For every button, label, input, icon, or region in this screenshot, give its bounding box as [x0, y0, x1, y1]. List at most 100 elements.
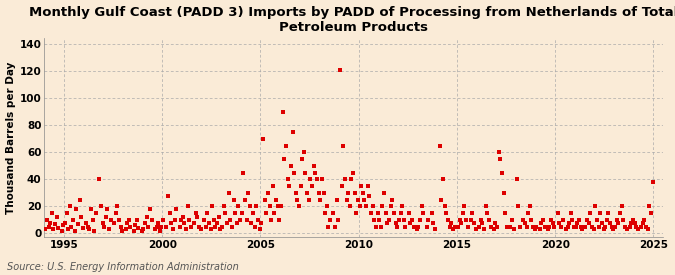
Point — [381, 211, 392, 215]
Point — [138, 227, 148, 232]
Point — [218, 204, 229, 208]
Point — [178, 215, 188, 219]
Point — [125, 224, 136, 229]
Point — [304, 197, 315, 202]
Point — [394, 218, 404, 222]
Point — [252, 218, 263, 222]
Point — [523, 211, 534, 215]
Point — [562, 224, 573, 229]
Point — [124, 218, 134, 222]
Point — [179, 220, 190, 225]
Point — [294, 204, 304, 208]
Point — [348, 170, 358, 175]
Point — [331, 197, 342, 202]
Point — [317, 177, 327, 182]
Point — [236, 211, 247, 215]
Point — [336, 184, 347, 188]
Point — [382, 220, 393, 225]
Point — [435, 143, 446, 148]
Point — [86, 207, 97, 211]
Point — [209, 218, 219, 222]
Point — [605, 220, 616, 225]
Point — [383, 218, 394, 222]
Point — [346, 177, 357, 182]
Point — [628, 218, 639, 222]
Point — [593, 224, 604, 229]
Point — [329, 224, 340, 229]
Point — [280, 143, 291, 148]
Point — [452, 224, 463, 229]
Point — [377, 204, 388, 208]
Point — [643, 227, 653, 232]
Point — [184, 218, 195, 222]
Point — [112, 204, 123, 208]
Point — [59, 220, 70, 225]
Point — [122, 220, 132, 225]
Point — [151, 224, 162, 229]
Point — [58, 223, 69, 227]
Point — [320, 211, 331, 215]
Point — [133, 226, 144, 230]
Point — [120, 227, 131, 232]
Point — [202, 211, 213, 215]
Point — [599, 224, 610, 229]
Point — [215, 227, 226, 232]
Point — [105, 218, 116, 222]
Point — [483, 218, 494, 222]
Point — [284, 184, 294, 188]
Point — [587, 224, 597, 229]
Point — [356, 184, 367, 188]
Point — [518, 218, 529, 222]
Point — [84, 227, 95, 232]
Point — [413, 224, 424, 229]
Point — [302, 191, 313, 195]
Point — [298, 150, 309, 155]
Point — [403, 211, 414, 215]
Point — [176, 218, 186, 222]
Point — [232, 220, 242, 225]
Point — [362, 184, 373, 188]
Point — [228, 197, 239, 202]
Point — [225, 218, 236, 222]
Point — [416, 204, 427, 208]
Point — [552, 211, 563, 215]
Point — [78, 226, 88, 230]
Point — [444, 224, 455, 229]
Point — [271, 197, 281, 202]
Point — [94, 177, 105, 182]
Point — [364, 193, 375, 198]
Point — [621, 227, 632, 232]
Point — [477, 220, 488, 225]
Point — [454, 218, 465, 222]
Point — [182, 204, 193, 208]
Point — [624, 224, 635, 229]
Point — [583, 220, 594, 225]
Point — [421, 224, 432, 229]
Point — [136, 229, 147, 233]
Point — [495, 157, 506, 161]
Point — [321, 204, 332, 208]
Point — [497, 170, 508, 175]
Point — [647, 180, 658, 184]
Point — [269, 211, 280, 215]
Point — [543, 227, 554, 232]
Point — [163, 193, 173, 198]
Point — [97, 220, 108, 225]
Point — [167, 227, 178, 232]
Point — [614, 211, 625, 215]
Point — [408, 224, 419, 229]
Point — [385, 204, 396, 208]
Point — [354, 204, 365, 208]
Point — [292, 197, 303, 202]
Point — [246, 220, 257, 225]
Point — [110, 211, 121, 215]
Point — [603, 211, 614, 215]
Point — [535, 227, 545, 232]
Point — [90, 211, 101, 215]
Point — [646, 211, 657, 215]
Point — [47, 211, 57, 215]
Point — [267, 184, 278, 188]
Point — [289, 170, 300, 175]
Point — [333, 218, 344, 222]
Point — [210, 224, 221, 229]
